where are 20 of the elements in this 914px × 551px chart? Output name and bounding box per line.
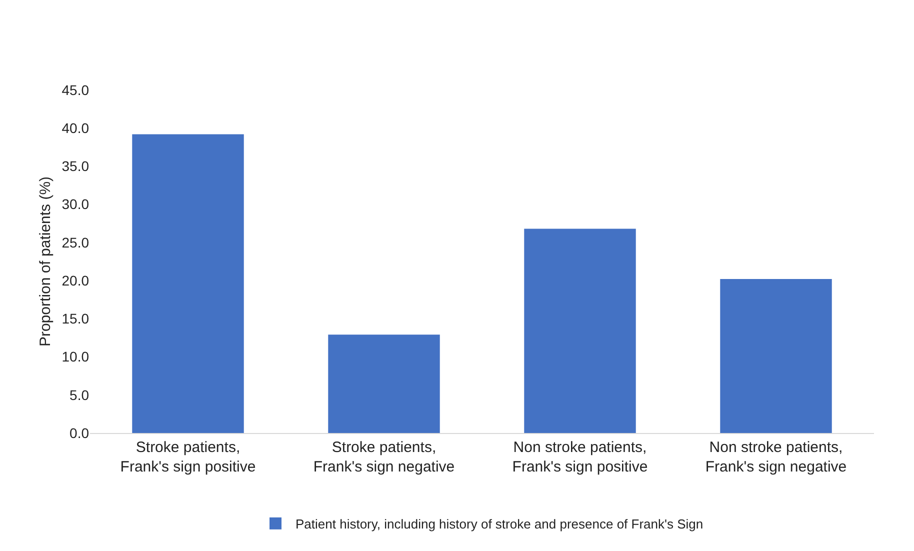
y-tick-label: 10.0 [62,348,90,365]
y-tick-label: 5.0 [70,386,90,403]
x-tick-label: Stroke patients, Frank's sign negative [313,439,455,476]
y-tick-label: 45.0 [62,82,90,98]
bar [132,134,244,433]
y-tick-label: 15.0 [62,310,90,327]
bar [328,334,440,433]
bar [524,228,636,433]
y-tick-label: 20.0 [62,272,90,288]
y-tick-label: 30.0 [62,196,90,212]
y-axis-title: Proportion of patients (%) [37,176,54,347]
y-tick-label: 25.0 [62,234,90,250]
x-tick-label: Non stroke patients, Frank's sign positive [512,439,648,476]
x-tick-label: Stroke patients, Frank's sign positive [120,439,256,476]
y-tick-label: 40.0 [62,120,90,136]
x-tick-label: Non stroke patients, Frank's sign negative [705,439,847,476]
y-tick-label: 35.0 [62,158,90,174]
bar [720,279,832,433]
y-tick-label: 0.0 [70,424,90,441]
legend-label: Patient history, including history of stroke and presence of Frank's Sign [296,516,704,532]
